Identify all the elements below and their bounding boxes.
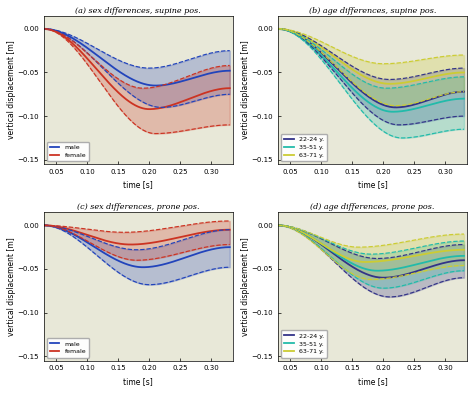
Y-axis label: vertical displacement [m]: vertical displacement [m] xyxy=(241,40,250,139)
Legend: male, female: male, female xyxy=(47,141,89,161)
X-axis label: time [s]: time [s] xyxy=(358,377,387,386)
Title: (b) age differences, supine pos.: (b) age differences, supine pos. xyxy=(309,7,436,15)
X-axis label: time [s]: time [s] xyxy=(123,180,153,189)
Legend: 22-24 y., 35-51 y., 63-71 y.: 22-24 y., 35-51 y., 63-71 y. xyxy=(281,330,327,358)
Title: (d) age differences, prone pos.: (d) age differences, prone pos. xyxy=(310,204,435,211)
Legend: male, female: male, female xyxy=(47,338,89,358)
Title: (a) sex differences, supine pos.: (a) sex differences, supine pos. xyxy=(75,7,201,15)
X-axis label: time [s]: time [s] xyxy=(358,180,387,189)
Y-axis label: vertical displacement [m]: vertical displacement [m] xyxy=(7,237,16,336)
Title: (c) sex differences, prone pos.: (c) sex differences, prone pos. xyxy=(77,204,200,211)
Y-axis label: vertical displacement [m]: vertical displacement [m] xyxy=(7,40,16,139)
Y-axis label: vertical displacement [m]: vertical displacement [m] xyxy=(241,237,250,336)
X-axis label: time [s]: time [s] xyxy=(123,377,153,386)
Legend: 22-24 y., 35-51 y., 63-71 y.: 22-24 y., 35-51 y., 63-71 y. xyxy=(281,134,327,161)
